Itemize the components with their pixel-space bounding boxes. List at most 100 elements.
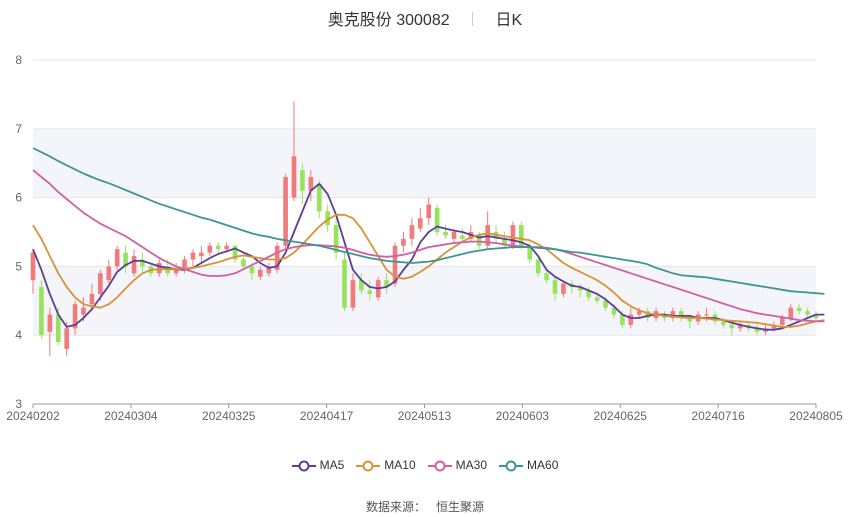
candle-body	[81, 307, 86, 315]
candle-body	[434, 207, 440, 232]
candle-body	[603, 300, 608, 308]
candle-body	[224, 245, 229, 250]
legend-item-ma30[interactable]: MA30	[427, 458, 488, 472]
candle-body	[207, 245, 213, 253]
legend-label: MA5	[319, 458, 345, 472]
legend-label: MA30	[455, 458, 488, 472]
chart-title: 奥克股份 300082 日K	[0, 6, 850, 30]
legend-item-ma10[interactable]: MA10	[356, 458, 416, 472]
candle-body	[215, 245, 221, 250]
candle-body	[359, 280, 364, 291]
candle-body	[460, 235, 465, 239]
y-tick-label: 3	[15, 397, 22, 411]
x-tick-label: 20240417	[300, 409, 354, 423]
legend-label: MA10	[384, 458, 416, 472]
candle-body	[417, 218, 423, 229]
candle-body	[333, 225, 339, 253]
y-tick-label: 6	[15, 191, 22, 205]
candle-body	[805, 311, 810, 315]
candle-body	[190, 252, 196, 260]
candle-body	[55, 314, 61, 343]
candle-body	[678, 311, 684, 318]
legend-marker-icon	[499, 460, 524, 472]
candle-body	[577, 287, 583, 291]
kline-chart[interactable]: 3 4 5 6 7 8 20240202 20240304 20240325 20240417 20…	[0, 0, 850, 450]
candle-body	[409, 225, 415, 239]
candle-body	[687, 318, 693, 322]
candle-body	[47, 314, 53, 332]
candle-body	[704, 314, 709, 316]
legend-marker-icon	[356, 460, 381, 472]
candle-body	[510, 225, 516, 246]
candle-body	[561, 283, 566, 294]
candle-body	[628, 314, 634, 325]
candle-body	[39, 287, 44, 336]
legend-label: MA60	[527, 458, 559, 472]
candle-body	[316, 183, 322, 212]
candle-body	[140, 259, 145, 267]
candle-body	[426, 204, 432, 219]
grid-band	[33, 266, 816, 336]
data-source: 数据来源： 恒生聚源	[0, 498, 850, 515]
legend-marker-icon	[291, 460, 316, 472]
legend: MA5 MA10 MA30 MA60	[0, 458, 850, 472]
x-tick-label: 20240805	[789, 409, 843, 423]
candle-body	[620, 314, 625, 325]
candle-body	[367, 290, 373, 294]
candle-body	[350, 280, 356, 308]
series-line-ma30	[32, 169, 825, 323]
candle-body	[392, 245, 398, 284]
candle-body	[443, 232, 448, 236]
candle-body	[232, 245, 238, 260]
candle-body	[729, 324, 735, 329]
y-tick-label: 4	[15, 328, 22, 342]
period-label[interactable]: 日K	[495, 12, 523, 29]
candle-body	[527, 245, 533, 260]
x-tick-label: 20240603	[496, 409, 550, 423]
candle-body	[182, 259, 187, 270]
candle-body	[274, 245, 280, 270]
candle-body	[645, 311, 650, 318]
candle-body	[156, 262, 162, 274]
stock-code: 300082	[396, 12, 450, 29]
candle-body	[258, 269, 263, 277]
candle-body	[670, 311, 676, 318]
grid-band	[33, 128, 816, 198]
title-separator	[472, 12, 474, 26]
candle-body	[754, 328, 760, 332]
candle-body	[342, 259, 347, 308]
candle-body	[451, 232, 457, 239]
candle-body	[89, 293, 95, 305]
x-tick-label: 20240304	[104, 409, 158, 423]
legend-item-ma5[interactable]: MA5	[291, 458, 345, 472]
candle-body	[123, 252, 128, 267]
candle-body	[325, 211, 330, 226]
candle-body	[241, 259, 246, 267]
candle-body	[384, 280, 389, 288]
candle-body	[131, 256, 137, 274]
legend-item-ma60[interactable]: MA60	[499, 458, 558, 472]
candle-body	[64, 328, 69, 349]
candle-body	[636, 311, 642, 315]
candle-body	[249, 266, 255, 274]
x-tick-label: 20240513	[398, 409, 452, 423]
y-tick-label: 5	[15, 259, 22, 273]
x-tick-label: 20240625	[594, 409, 648, 423]
candle-body	[291, 156, 297, 198]
candle-body	[771, 324, 777, 329]
candle-body	[72, 304, 78, 329]
candle-body	[586, 290, 591, 298]
x-tick-label: 20240202	[6, 409, 60, 423]
series-line-ma60	[32, 147, 825, 295]
series-line-ma10	[32, 213, 825, 328]
y-tick-label: 7	[15, 122, 22, 136]
stock-name: 奥克股份	[327, 12, 392, 29]
candle-body	[199, 252, 204, 257]
candle-body	[476, 235, 482, 246]
candle-body	[502, 238, 507, 246]
candle-body	[283, 176, 288, 246]
source-label: 数据来源：	[365, 500, 426, 514]
legend-marker-icon	[427, 460, 452, 472]
candle-body	[780, 318, 785, 325]
x-tick-label: 20240716	[691, 409, 745, 423]
